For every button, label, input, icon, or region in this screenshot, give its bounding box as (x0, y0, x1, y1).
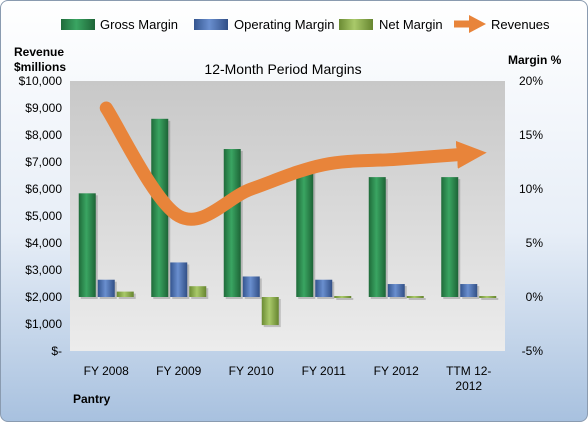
left-axis-title-line2: $millions (14, 60, 66, 74)
category-label-fy-2010: FY 2010 (229, 364, 274, 378)
right-tick-label: 5% (526, 236, 544, 250)
right-axis-ticks: -5% 0% 5% 10% 15% 20% (519, 74, 543, 358)
legend-label-operating-margin: Operating Margin (234, 17, 334, 32)
right-axis-title: Margin % (508, 53, 562, 67)
legend-label-net-margin: Net Margin (379, 17, 443, 32)
bar-shadow (481, 298, 499, 300)
plot-area (70, 81, 505, 351)
bar-net-margin-fy-2011 (334, 296, 352, 298)
bar-gross-margin-fy-2009 (151, 118, 169, 297)
bar-gross-margin-fy-2012 (368, 177, 386, 297)
legend: Gross Margin Operating Margin Net Margin… (61, 15, 550, 33)
right-tick-label: -5% (522, 344, 544, 358)
left-tick-label: $3,000 (25, 263, 62, 277)
revenue-series (99, 101, 487, 226)
bar-net-margin-ttm-12-2012 (479, 296, 497, 298)
left-tick-label: $- (51, 344, 62, 358)
bar-net-margin-fy-2009 (189, 286, 207, 297)
bar-gross-margin-fy-2010 (223, 149, 241, 297)
bar-operating-margin-fy-2012 (387, 284, 405, 297)
left-tick-label: $1,000 (25, 317, 62, 331)
bar-shadow (408, 298, 426, 300)
category-labels: FY 2008 FY 2009 FY 2010 FY 2011 FY 2012 TTM 1… (84, 364, 492, 393)
bar-gross-margin-ttm-12-2012 (441, 177, 459, 297)
bar-operating-margin-ttm-12-2012 (460, 284, 478, 297)
left-tick-label: $5,000 (25, 209, 62, 223)
right-tick-label: 20% (519, 74, 543, 88)
legend-swatch-operating-margin (194, 19, 228, 30)
right-tick-label: 15% (519, 128, 543, 142)
bar-net-margin-fy-2010 (261, 297, 279, 326)
left-tick-label: $8,000 (25, 128, 62, 142)
legend-arrow-head-revenues (469, 15, 486, 33)
category-label-fy-2011: FY 2011 (302, 364, 347, 378)
right-tick-label: 10% (519, 182, 543, 196)
category-label-ttm-12-2012: TTM 12-2012 (446, 364, 491, 393)
bar-net-margin-fy-2012 (406, 296, 424, 298)
bar-gross-margin-fy-2011 (296, 169, 314, 297)
left-tick-label: $6,000 (25, 182, 62, 196)
bar-operating-margin-fy-2009 (170, 262, 188, 297)
bar-operating-margin-fy-2011 (315, 279, 333, 297)
category-label-fy-2012: FY 2012 (374, 364, 419, 378)
legend-label-revenues: Revenues (491, 17, 550, 32)
left-tick-label: $4,000 (25, 236, 62, 250)
legend-swatch-gross-margin (61, 19, 95, 30)
legend-label-gross-margin: Gross Margin (100, 17, 178, 32)
category-label-fy-2008: FY 2008 (84, 364, 129, 378)
legend-swatch-net-margin (339, 19, 373, 30)
left-tick-label: $9,000 (25, 101, 62, 115)
left-axis-title-line1: Revenue (14, 45, 64, 59)
bar-net-margin-fy-2008 (116, 291, 134, 297)
bar-series (78, 118, 499, 328)
chart-title: 12-Month Period Margins (204, 61, 361, 77)
left-tick-label: $2,000 (25, 290, 62, 304)
bar-shadow (336, 298, 354, 300)
bar-operating-margin-fy-2010 (242, 276, 260, 297)
right-tick-label: 0% (526, 290, 544, 304)
left-tick-label: $7,000 (25, 155, 62, 169)
left-tick-label: $10,000 (19, 74, 63, 88)
bar-operating-margin-fy-2008 (97, 279, 115, 297)
revenue-line (99, 101, 487, 226)
bar-gross-margin-fy-2008 (78, 193, 96, 297)
company-label: Pantry (73, 392, 111, 406)
category-label-fy-2009: FY 2009 (156, 364, 201, 378)
left-axis-ticks: $- $1,000 $2,000 $3,000 $4,000 $5,000 $6,000 $7… (19, 74, 63, 358)
